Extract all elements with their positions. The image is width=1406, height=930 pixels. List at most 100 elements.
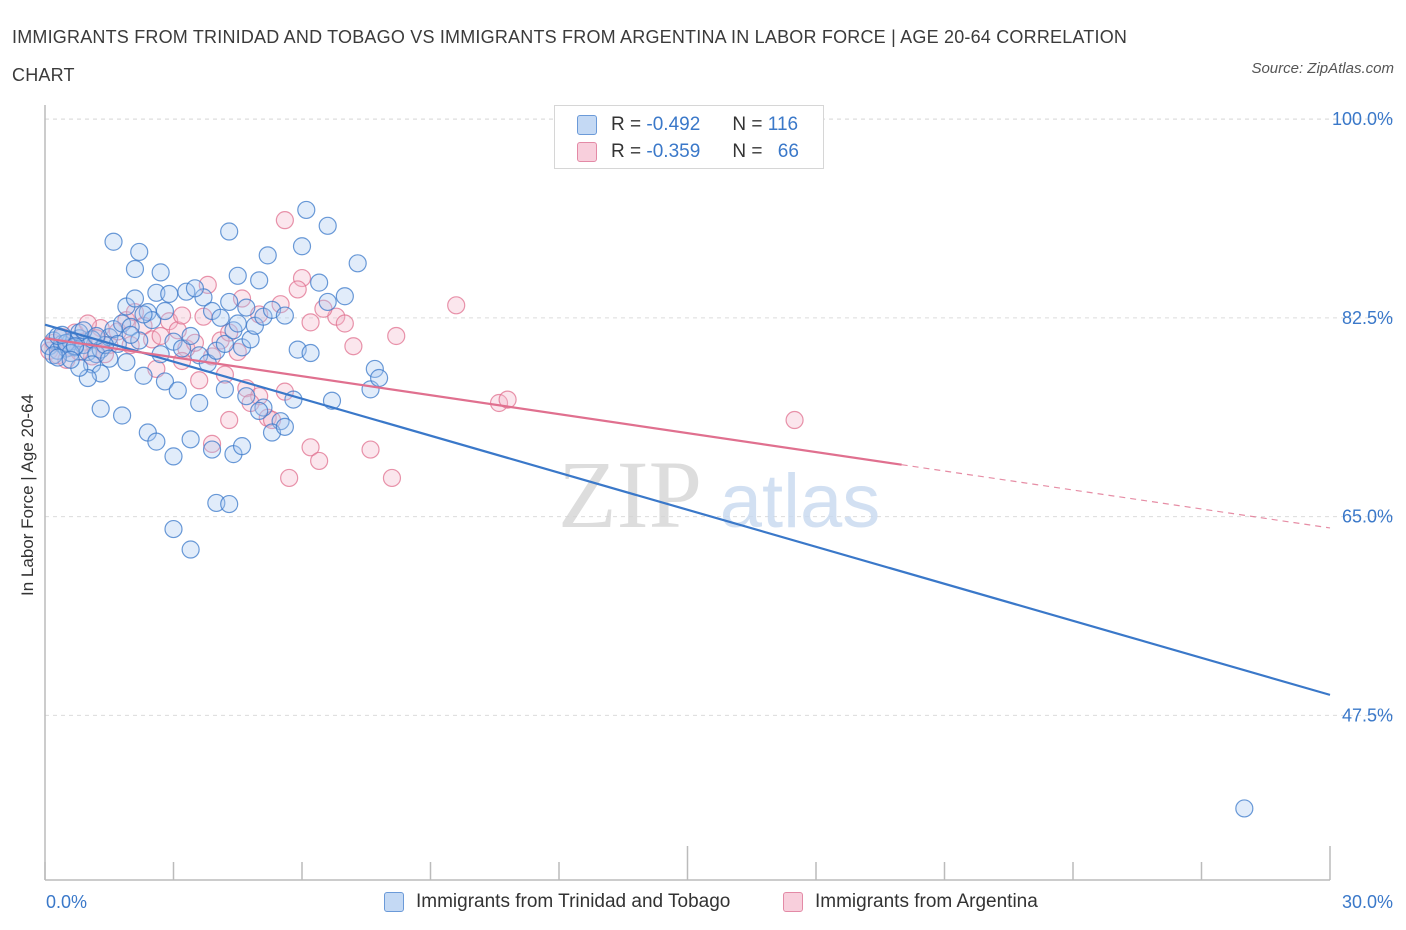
legend-label-trinidad: Immigrants from Trinidad and Tobago	[416, 891, 731, 912]
data-point	[370, 368, 389, 388]
data-point	[172, 306, 192, 325]
data-point	[168, 381, 187, 400]
data-point	[181, 326, 200, 346]
data-point	[301, 438, 320, 457]
data-point	[241, 330, 260, 349]
data-point	[220, 222, 239, 241]
data-point	[220, 410, 239, 430]
data-point	[155, 372, 175, 391]
data-point	[237, 387, 256, 406]
data-point	[228, 266, 247, 285]
trend-lines	[44, 323, 1331, 696]
data-point	[220, 494, 239, 514]
data-point	[207, 493, 226, 513]
data-point	[318, 216, 337, 235]
data-point	[190, 371, 209, 390]
data-point	[498, 390, 517, 409]
legend-swatch-pink	[577, 142, 597, 162]
data-point	[202, 434, 222, 453]
y-tick-label: 100.0%	[1332, 109, 1393, 129]
axes	[44, 105, 1331, 881]
legend-item-argentina[interactable]: Immigrants from Argentina	[783, 888, 1038, 916]
y-tick-label: 82.5%	[1342, 308, 1393, 328]
data-point	[382, 468, 402, 488]
data-point	[361, 440, 380, 459]
r-label: R =	[611, 114, 642, 135]
data-point	[181, 430, 200, 449]
data-point	[275, 417, 294, 436]
data-point	[297, 200, 316, 220]
data-point	[310, 273, 329, 292]
data-point	[134, 305, 153, 324]
data-point	[155, 301, 175, 321]
trend-line	[44, 323, 1331, 696]
correlation-legend: R = -0.492 N = 116 R = -0.359 N = 66	[554, 105, 824, 169]
data-point	[117, 353, 136, 372]
data-point	[202, 440, 222, 459]
data-point	[91, 399, 110, 418]
data-point	[164, 447, 183, 466]
legend-swatch-blue	[384, 892, 404, 912]
trend-line-extension	[901, 464, 1331, 529]
data-point	[121, 325, 140, 344]
data-point	[160, 284, 179, 304]
data-point	[301, 343, 320, 363]
n-value: 66	[777, 141, 799, 162]
legend-item-trinidad[interactable]: Immigrants from Trinidad and Tobago	[384, 888, 730, 916]
data-point	[288, 280, 307, 299]
source-label: Source: ZipAtlas.com	[1251, 60, 1394, 77]
y-tick-label: 47.5%	[1342, 705, 1393, 725]
trend-line	[44, 337, 902, 466]
data-point	[215, 380, 234, 399]
r-value: -0.359	[646, 141, 701, 162]
data-point	[237, 298, 256, 317]
data-point	[185, 279, 205, 298]
watermark-zip: ZIP	[558, 441, 702, 548]
data-point	[258, 246, 277, 265]
data-point	[301, 313, 320, 332]
data-point	[130, 242, 149, 262]
data-point	[147, 283, 166, 302]
r-label: R =	[611, 141, 642, 162]
data-point	[100, 349, 119, 368]
x-tick-label-start: 0.0%	[46, 892, 87, 912]
data-point	[134, 366, 153, 385]
grid-lines	[45, 118, 1395, 716]
legend-label-argentina: Immigrants from Argentina	[815, 891, 1038, 912]
data-point	[447, 296, 466, 315]
legend-swatch-pink	[783, 892, 803, 912]
chart-title: IMMIGRANTS FROM TRINIDAD AND TOBAGO VS I…	[12, 27, 1128, 85]
data-point	[318, 292, 337, 312]
data-point	[232, 437, 252, 456]
data-point	[181, 540, 200, 559]
n-value: 116	[767, 114, 799, 135]
data-point	[348, 254, 367, 273]
data-point	[335, 314, 354, 333]
data-point	[387, 326, 406, 346]
legend-swatch-blue	[577, 115, 597, 135]
y-tick-label: 65.0%	[1342, 507, 1393, 527]
data-point	[228, 314, 247, 333]
data-point	[250, 271, 269, 290]
data-point	[335, 287, 354, 306]
data-point	[61, 350, 80, 369]
data-point	[215, 334, 234, 354]
data-point	[104, 232, 123, 251]
n-label: N =	[732, 141, 763, 162]
data-point	[292, 237, 312, 256]
data-point	[280, 468, 299, 488]
data-point	[151, 263, 170, 282]
data-point	[211, 308, 230, 327]
data-point	[275, 306, 294, 325]
legend-row-argentina: R = -0.359 N = 66	[577, 139, 799, 165]
watermark-atlas: atlas	[720, 459, 881, 544]
data-point	[147, 432, 166, 451]
data-point	[310, 451, 329, 471]
data-point	[125, 289, 145, 308]
data-point	[112, 406, 132, 425]
data-point	[344, 337, 363, 356]
data-point	[785, 410, 804, 430]
data-point	[275, 211, 294, 230]
data-point	[1235, 799, 1254, 818]
